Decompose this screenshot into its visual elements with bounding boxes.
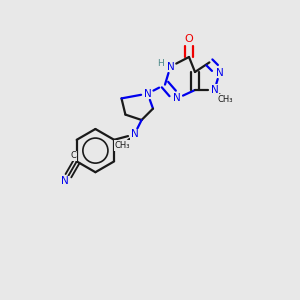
Text: N: N: [61, 176, 69, 186]
Text: CH₃: CH₃: [218, 95, 233, 104]
Text: O: O: [184, 34, 194, 44]
Text: C: C: [71, 152, 76, 160]
Text: H: H: [157, 59, 164, 68]
Text: N: N: [173, 93, 181, 103]
Text: N: N: [130, 129, 138, 140]
Text: N: N: [211, 85, 218, 95]
Text: N: N: [216, 68, 224, 78]
Text: N: N: [167, 61, 174, 72]
Text: N: N: [144, 88, 152, 99]
Text: CH₃: CH₃: [115, 141, 130, 150]
